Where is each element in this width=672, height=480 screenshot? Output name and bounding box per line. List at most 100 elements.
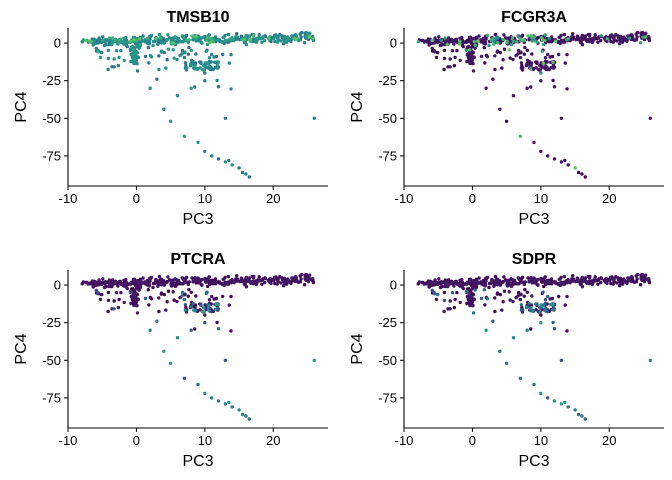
- data-point: [527, 279, 532, 283]
- data-point: [215, 320, 219, 325]
- data-point: [235, 32, 239, 36]
- data-point: [183, 61, 188, 65]
- data-point: [199, 61, 203, 66]
- data-point: [494, 278, 498, 282]
- data-point: [559, 402, 564, 406]
- data-point: [483, 284, 487, 288]
- panel-title: FCGR3A: [501, 9, 567, 26]
- data-point: [487, 43, 491, 48]
- data-point: [196, 39, 201, 43]
- data-point: [223, 358, 228, 362]
- data-point: [470, 61, 475, 66]
- data-point: [452, 305, 457, 310]
- data-point: [227, 400, 231, 405]
- data-point: [166, 289, 171, 293]
- data-point: [229, 87, 233, 91]
- data-point: [465, 295, 469, 299]
- data-point: [247, 276, 252, 280]
- data-point: [269, 281, 273, 286]
- data-point: [189, 305, 193, 309]
- data-point: [605, 39, 609, 44]
- data-point: [421, 38, 425, 43]
- y-tick-label: -25: [42, 73, 61, 88]
- data-point: [87, 39, 92, 43]
- data-point: [203, 313, 207, 317]
- data-point: [148, 328, 152, 332]
- data-point: [575, 34, 580, 38]
- data-point: [458, 300, 462, 305]
- data-point: [175, 299, 179, 304]
- data-point: [500, 308, 504, 312]
- data-point: [216, 157, 221, 161]
- data-point: [311, 37, 315, 41]
- y-tick-label: 0: [390, 278, 397, 293]
- data-point: [434, 280, 438, 285]
- data-point: [213, 307, 217, 312]
- data-point: [207, 303, 211, 307]
- data-point: [162, 107, 166, 112]
- data-point: [235, 279, 239, 283]
- data-point: [443, 36, 448, 40]
- data-point: [501, 37, 505, 42]
- data-point: [165, 280, 169, 284]
- data-point: [247, 175, 251, 179]
- data-point: [436, 280, 441, 284]
- data-point: [281, 284, 286, 288]
- data-point: [159, 49, 164, 53]
- data-point: [275, 282, 279, 286]
- data-point: [146, 46, 150, 50]
- data-point: [290, 276, 294, 280]
- data-point: [643, 277, 648, 281]
- x-tick-label: 10: [198, 191, 212, 206]
- data-point: [162, 349, 166, 353]
- data-point: [639, 32, 643, 36]
- data-point: [187, 287, 191, 292]
- data-point: [479, 296, 484, 301]
- data-point: [207, 298, 212, 302]
- data-point: [194, 35, 198, 39]
- data-point: [205, 61, 209, 65]
- data-point: [593, 275, 597, 279]
- data-point: [214, 279, 218, 283]
- data-point: [638, 41, 643, 45]
- data-point: [222, 35, 226, 39]
- data-point: [551, 308, 555, 312]
- data-point: [223, 402, 228, 406]
- data-point: [640, 273, 645, 277]
- data-point: [590, 40, 594, 44]
- data-point: [551, 60, 555, 65]
- y-tick-label: -50: [42, 111, 61, 126]
- data-point: [184, 33, 189, 37]
- data-point: [508, 298, 512, 302]
- data-point: [471, 283, 475, 287]
- data-point: [114, 49, 119, 53]
- data-point: [437, 277, 441, 281]
- data-point: [427, 43, 431, 47]
- data-point: [202, 305, 206, 310]
- data-point: [166, 33, 170, 37]
- data-point: [101, 35, 105, 39]
- x-tick-label: -10: [59, 433, 78, 448]
- data-point: [184, 38, 189, 42]
- data-point: [467, 35, 472, 40]
- data-point: [216, 85, 221, 89]
- data-point: [599, 38, 603, 43]
- data-point: [493, 54, 497, 58]
- x-tick-label: 0: [469, 433, 476, 448]
- data-point: [215, 78, 219, 83]
- data-point: [587, 34, 592, 38]
- data-point: [615, 281, 619, 285]
- data-point: [244, 414, 248, 418]
- data-point: [562, 32, 567, 37]
- data-point: [189, 63, 193, 67]
- data-point: [468, 40, 472, 44]
- data-point: [633, 38, 637, 42]
- data-point: [599, 276, 603, 280]
- data-point: [538, 63, 542, 68]
- data-point: [255, 37, 259, 41]
- data-point: [195, 276, 200, 280]
- data-point: [113, 279, 118, 283]
- data-point: [564, 279, 568, 283]
- data-point: [518, 297, 523, 302]
- data-point: [92, 37, 97, 41]
